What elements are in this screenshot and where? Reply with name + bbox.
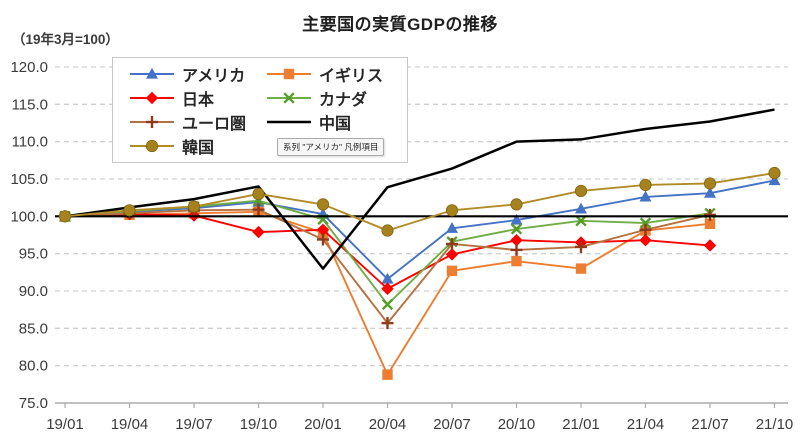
data-point-marker[interactable]	[316, 223, 330, 236]
legend-marker-none-icon	[267, 120, 311, 124]
series-markers-korea[interactable]	[58, 166, 781, 237]
data-point-marker[interactable]	[639, 217, 652, 229]
legend-item-china[interactable]: 中国	[266, 110, 403, 134]
data-point-marker[interactable]	[283, 92, 295, 104]
x-axis-label: 20/10	[498, 416, 536, 433]
series-line-china[interactable]	[64, 108, 775, 270]
data-point-marker[interactable]	[704, 186, 716, 198]
legend-marker-square-icon	[267, 68, 311, 80]
data-point-marker[interactable]	[283, 68, 295, 80]
data-point-marker[interactable]	[123, 204, 136, 217]
axis-unit-note: （19年3月=100）	[12, 32, 119, 47]
data-point-marker[interactable]	[768, 166, 781, 180]
series-line-america[interactable]	[64, 179, 775, 281]
legend-item-euro[interactable]: ユーロ圏	[129, 110, 266, 134]
x-axis-label: 20/01	[304, 416, 342, 433]
legend-item-japan[interactable]: 日本	[129, 86, 266, 110]
y-axis-label: 80.0	[19, 358, 48, 375]
x-axis-label: 19/10	[240, 416, 278, 433]
data-point-marker[interactable]	[446, 265, 458, 277]
legend-marker-x-icon	[267, 92, 311, 104]
x-axis-label: 21/07	[691, 416, 729, 433]
data-point-marker[interactable]	[446, 221, 458, 233]
data-point-marker[interactable]	[145, 139, 159, 153]
legend-label: 中国	[319, 116, 352, 133]
legend-item-america[interactable]: アメリカ	[129, 62, 266, 86]
data-point-marker[interactable]	[704, 218, 716, 229]
legend-item-korea[interactable]: 韓国	[129, 134, 266, 158]
y-axis-label: 110.0	[12, 134, 48, 151]
data-point-marker[interactable]	[575, 263, 587, 274]
data-point-marker[interactable]	[511, 255, 522, 267]
data-point-marker[interactable]	[768, 174, 781, 186]
x-axis-label: 21/10	[756, 416, 794, 433]
y-axis-label: 95.0	[19, 246, 48, 263]
data-point-marker[interactable]	[382, 369, 393, 380]
data-point-marker[interactable]	[187, 200, 201, 213]
y-axis-label: 105.0	[10, 171, 48, 188]
x-axis-label: 20/04	[369, 416, 407, 433]
y-axis-label: 75.0	[19, 395, 48, 412]
x-axis-label: 20/07	[433, 416, 471, 433]
data-point-marker[interactable]	[381, 298, 394, 311]
x-axis-label: 21/01	[562, 416, 600, 433]
y-axis-label: 90.0	[19, 283, 48, 300]
data-point-marker[interactable]	[252, 187, 265, 201]
y-axis-label: 100.0	[10, 208, 48, 225]
data-point-marker[interactable]	[316, 198, 330, 211]
legend-label: ユーロ圏	[182, 116, 247, 133]
data-point-marker[interactable]	[445, 248, 459, 261]
series-line-korea[interactable]	[64, 172, 775, 232]
x-axis-label: 19/04	[111, 416, 149, 433]
legend-label: アメリカ	[182, 68, 246, 85]
data-point-marker[interactable]	[445, 204, 459, 217]
data-point-marker[interactable]	[703, 239, 717, 252]
data-point-marker[interactable]	[510, 213, 523, 225]
legend-item-canada[interactable]: カナダ	[266, 86, 403, 110]
data-point-marker[interactable]	[575, 202, 587, 214]
series-markers-america[interactable]	[59, 174, 781, 284]
legend-marker-circle-icon	[130, 139, 174, 153]
data-point-marker[interactable]	[381, 224, 394, 237]
x-axis-label: 19/01	[46, 416, 84, 433]
data-point-marker[interactable]	[146, 67, 158, 79]
legend-item-uk[interactable]: イギリス	[266, 62, 403, 86]
data-point-marker[interactable]	[381, 272, 394, 284]
data-point-marker[interactable]	[639, 190, 652, 202]
y-axis-label: 120.0	[10, 59, 48, 76]
data-point-marker[interactable]	[574, 184, 588, 198]
legend-marker-plus-icon	[130, 116, 174, 128]
data-point-marker[interactable]	[145, 91, 159, 105]
legend-label: 日本	[182, 92, 215, 109]
data-point-marker[interactable]	[510, 234, 523, 247]
x-axis-label: 19/07	[175, 416, 213, 433]
chart-title: 主要国の実質GDPの推移	[302, 15, 498, 34]
legend-marker-diamond-icon	[130, 91, 174, 105]
data-point-marker[interactable]	[252, 225, 265, 239]
legend-marker-triangle-icon	[130, 67, 174, 79]
y-axis-label: 115.0	[12, 96, 48, 113]
data-point-marker[interactable]	[639, 234, 652, 247]
legend-label: イギリス	[319, 68, 384, 85]
data-point-marker[interactable]	[58, 210, 72, 223]
data-point-marker[interactable]	[510, 198, 523, 211]
data-point-marker[interactable]	[639, 178, 652, 192]
data-point-marker[interactable]	[703, 177, 717, 190]
data-point-marker[interactable]	[575, 215, 587, 227]
legend-label: 韓国	[182, 140, 215, 157]
x-axis-label: 21/04	[627, 416, 665, 433]
data-point-marker[interactable]	[510, 223, 523, 235]
legend-label: カナダ	[319, 92, 368, 109]
data-point-marker[interactable]	[381, 282, 394, 295]
y-axis-label: 85.0	[19, 320, 48, 337]
legend-tooltip: 系列 "アメリカ" 凡例項目	[277, 138, 385, 156]
